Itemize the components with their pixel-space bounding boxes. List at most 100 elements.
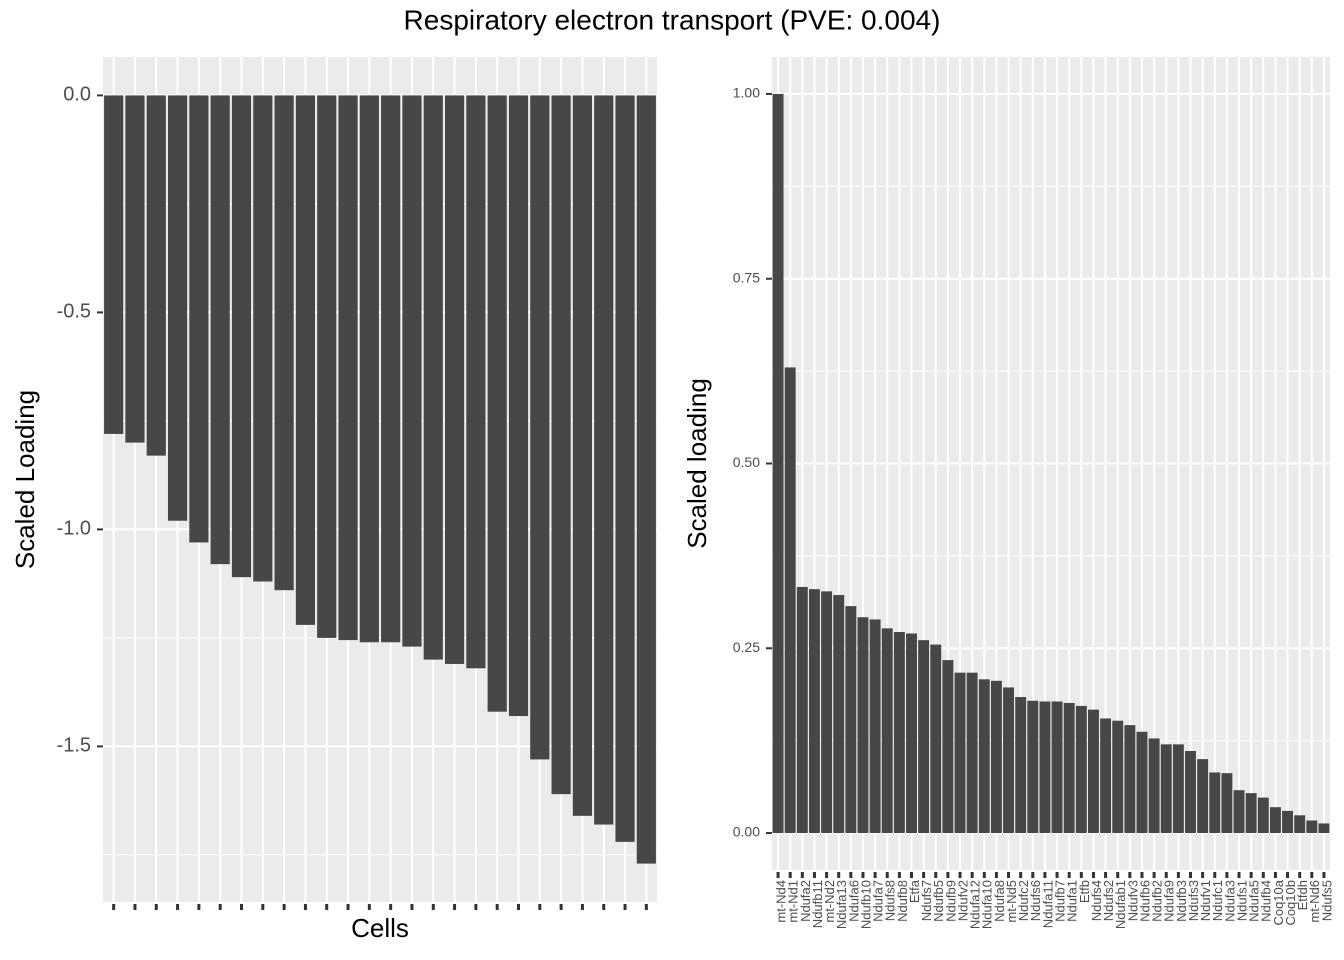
bar bbox=[930, 644, 942, 834]
x-tick-label: Ndufb11 bbox=[810, 880, 825, 928]
bar bbox=[466, 95, 486, 669]
bar bbox=[274, 95, 294, 591]
x-tick-label: Ndufa10 bbox=[980, 880, 995, 929]
bar bbox=[808, 589, 820, 834]
y-tick-label: -0.5 bbox=[57, 301, 91, 323]
x-tick-label: Ndufa11 bbox=[1040, 880, 1055, 928]
bar bbox=[167, 95, 188, 521]
bar bbox=[1124, 725, 1136, 834]
x-tick-label: mt-Nd6 bbox=[1307, 880, 1322, 923]
x-tick-label: mt-Nd4 bbox=[774, 880, 789, 923]
x-tick-label: Ndufa1 bbox=[1065, 880, 1080, 922]
bar bbox=[1185, 751, 1196, 834]
bar bbox=[918, 640, 930, 834]
bar bbox=[978, 679, 990, 834]
bar bbox=[1209, 772, 1221, 834]
x-tick-label: Ndufb4 bbox=[1259, 880, 1274, 922]
x-tick-label: Ndufa6 bbox=[846, 880, 861, 922]
x-tick-label: Ndufs3 bbox=[1186, 880, 1201, 921]
x-tick-label: Ndufs5 bbox=[1319, 880, 1334, 921]
y-tick-label: 1.00 bbox=[733, 85, 760, 101]
bar bbox=[1172, 744, 1184, 834]
x-tick-label: Etfa bbox=[907, 879, 922, 903]
bar bbox=[572, 95, 593, 816]
x-tick-label: Ndufs6 bbox=[1028, 880, 1043, 921]
x-tick-label: Ndufb10 bbox=[858, 880, 873, 929]
x-tick-label: Ndufa5 bbox=[1247, 880, 1262, 922]
bar bbox=[1003, 687, 1015, 834]
x-tick-label: Ndufa13 bbox=[834, 880, 849, 929]
bar bbox=[146, 95, 166, 456]
x-tick-label: Ndufc2 bbox=[1016, 880, 1031, 921]
y-tick-label: -1.5 bbox=[57, 735, 91, 757]
bar bbox=[1051, 701, 1063, 834]
bar bbox=[845, 606, 857, 834]
bar bbox=[1233, 790, 1245, 834]
bar bbox=[833, 595, 845, 834]
bar bbox=[1294, 815, 1306, 834]
y-tick-label: 0.0 bbox=[63, 84, 91, 106]
bar bbox=[359, 95, 379, 643]
x-tick-label: Coq10a bbox=[1271, 879, 1286, 925]
x-tick-label: Ndufv3 bbox=[1125, 880, 1140, 921]
bar bbox=[125, 95, 145, 443]
x-tick-label: Ndufb8 bbox=[895, 880, 910, 922]
bar bbox=[1282, 810, 1294, 834]
bar bbox=[104, 95, 124, 434]
bar bbox=[317, 95, 337, 638]
y-tick-label: -1.0 bbox=[57, 518, 91, 540]
x-tick-label: Ndufs8 bbox=[883, 880, 898, 921]
chart-title: Respiratory electron transport (PVE: 0.0… bbox=[404, 4, 941, 35]
x-tick-label: Ndufb3 bbox=[1174, 880, 1189, 922]
bar bbox=[444, 95, 465, 664]
x-tick-label: Ndufb7 bbox=[1053, 880, 1068, 922]
bar bbox=[1318, 823, 1330, 834]
bar bbox=[1087, 709, 1099, 834]
bar bbox=[189, 95, 209, 543]
bar bbox=[1269, 807, 1281, 834]
x-tick-label: Etfb bbox=[1077, 880, 1092, 903]
bar bbox=[1027, 700, 1039, 834]
bar bbox=[990, 680, 1002, 834]
bar bbox=[210, 95, 230, 565]
bar bbox=[423, 95, 443, 660]
x-tick-label: Ndufb2 bbox=[1150, 880, 1165, 922]
bar bbox=[869, 619, 881, 834]
bar bbox=[402, 95, 422, 647]
bar bbox=[966, 672, 978, 834]
bar bbox=[906, 633, 917, 834]
bar bbox=[893, 632, 905, 834]
x-tick-label: mt-Nd1 bbox=[786, 880, 801, 923]
bar bbox=[487, 95, 507, 712]
bar bbox=[1015, 697, 1027, 834]
x-tick-label: Ndufs4 bbox=[1089, 880, 1104, 921]
bar bbox=[530, 95, 550, 760]
bar bbox=[1197, 759, 1209, 834]
x-tick-label: Ndufa2 bbox=[798, 880, 813, 922]
bar bbox=[772, 93, 784, 834]
bar bbox=[594, 95, 614, 825]
x-tick-label: Coq10b bbox=[1283, 880, 1298, 926]
x-tick-label: Ndufs1 bbox=[1234, 880, 1249, 921]
x-tick-label: Ndufa8 bbox=[992, 880, 1007, 922]
bar bbox=[1112, 720, 1124, 834]
bar bbox=[338, 95, 358, 641]
bar bbox=[1221, 773, 1233, 834]
x-tick-label: mt-Nd2 bbox=[822, 880, 837, 923]
x-tick-label: Ndufa7 bbox=[871, 880, 886, 922]
x-tick-label: Ndufv2 bbox=[955, 880, 970, 921]
x-tick-label: Ndufa9 bbox=[1162, 880, 1177, 922]
bar bbox=[1148, 738, 1160, 834]
x-tick-label: Ndufb5 bbox=[931, 880, 946, 922]
bar bbox=[1136, 731, 1148, 834]
y-tick-label: 0.75 bbox=[733, 269, 760, 285]
bar bbox=[857, 617, 869, 834]
x-tick-label: mt-Nd5 bbox=[1004, 880, 1019, 923]
bar bbox=[295, 95, 316, 625]
bar bbox=[1039, 701, 1051, 834]
x-tick-label: Ndufa12 bbox=[968, 880, 983, 929]
bar bbox=[942, 660, 954, 834]
bar bbox=[784, 367, 796, 834]
bar bbox=[1063, 702, 1075, 834]
bar bbox=[231, 95, 252, 578]
